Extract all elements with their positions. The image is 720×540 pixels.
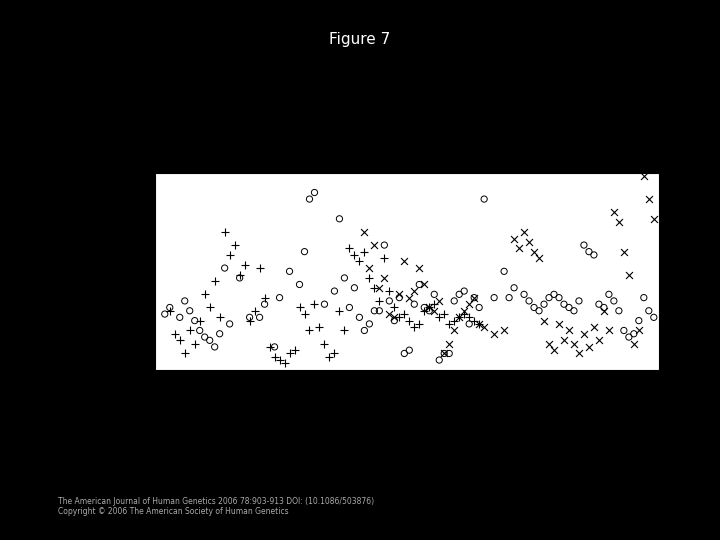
Point — [428, 307, 440, 315]
Point — [379, 254, 390, 262]
Point — [469, 316, 480, 325]
Point — [258, 293, 270, 302]
Point — [578, 241, 590, 249]
Point — [359, 228, 370, 237]
Point — [459, 287, 470, 295]
Point — [338, 326, 350, 335]
Point — [593, 336, 605, 345]
Point — [553, 293, 564, 302]
Point — [299, 310, 310, 319]
Point — [159, 310, 171, 319]
Point — [568, 307, 580, 315]
Point — [348, 251, 360, 259]
Point — [394, 293, 405, 302]
Point — [459, 307, 470, 315]
Point — [164, 303, 176, 312]
Point — [348, 284, 360, 292]
Point — [643, 307, 654, 315]
Point — [244, 313, 256, 322]
Point — [264, 342, 275, 351]
Point — [164, 307, 176, 315]
Point — [294, 303, 305, 312]
Point — [469, 293, 480, 302]
Point — [418, 307, 430, 315]
Point — [399, 310, 410, 319]
Point — [563, 326, 575, 335]
X-axis label: Level or marker: Level or marker — [351, 395, 462, 408]
Text: Figure 7: Figure 7 — [329, 32, 391, 48]
Point — [384, 296, 395, 305]
Point — [224, 251, 235, 259]
Point — [588, 251, 600, 259]
Point — [254, 313, 266, 322]
Point — [413, 280, 425, 289]
Point — [394, 313, 405, 322]
Point — [234, 271, 246, 279]
Point — [583, 247, 595, 256]
Point — [343, 303, 355, 312]
Point — [209, 342, 220, 351]
Point — [603, 326, 615, 335]
Point — [433, 313, 445, 322]
Point — [423, 303, 435, 312]
Point — [244, 316, 256, 325]
Point — [539, 300, 550, 308]
Text: The American Journal of Human Genetics 2006 78:903-913 DOI: (10.1086/503876)
Cop: The American Journal of Human Genetics 2… — [58, 497, 374, 516]
Point — [534, 307, 545, 315]
Point — [194, 316, 205, 325]
Point — [643, 195, 654, 204]
Point — [444, 320, 455, 328]
Point — [309, 188, 320, 197]
Point — [469, 293, 480, 302]
Point — [389, 316, 400, 325]
Point — [364, 320, 375, 328]
Point — [433, 296, 445, 305]
Point — [548, 346, 559, 354]
Point — [294, 280, 305, 289]
Point — [578, 329, 590, 338]
Point — [364, 274, 375, 282]
Point — [413, 264, 425, 272]
Point — [274, 293, 285, 302]
Point — [179, 296, 191, 305]
Point — [449, 326, 460, 335]
Point — [369, 241, 380, 249]
Point — [508, 234, 520, 243]
Point — [544, 293, 555, 302]
Point — [523, 238, 535, 246]
Point — [394, 290, 405, 299]
Point — [598, 307, 610, 315]
Point — [449, 316, 460, 325]
Point — [518, 290, 530, 299]
Point — [548, 290, 559, 299]
Point — [289, 346, 300, 354]
Point — [319, 339, 330, 348]
Point — [588, 323, 600, 332]
Point — [229, 241, 240, 249]
Point — [384, 310, 395, 319]
Point — [573, 349, 585, 358]
Point — [279, 359, 290, 368]
Point — [384, 287, 395, 295]
Point — [464, 320, 475, 328]
Point — [464, 313, 475, 322]
Point — [638, 172, 649, 180]
Point — [449, 296, 460, 305]
Point — [399, 257, 410, 266]
Point — [563, 303, 575, 312]
Point — [568, 339, 580, 348]
Point — [174, 313, 186, 322]
Point — [628, 339, 639, 348]
Point — [194, 326, 205, 335]
Point — [338, 274, 350, 282]
Point — [403, 293, 415, 302]
Point — [199, 333, 210, 341]
Point — [618, 247, 629, 256]
Point — [304, 326, 315, 335]
Point — [359, 247, 370, 256]
Point — [258, 300, 270, 308]
Point — [174, 336, 186, 345]
Point — [403, 346, 415, 354]
Point — [623, 333, 634, 341]
Point — [219, 228, 230, 237]
